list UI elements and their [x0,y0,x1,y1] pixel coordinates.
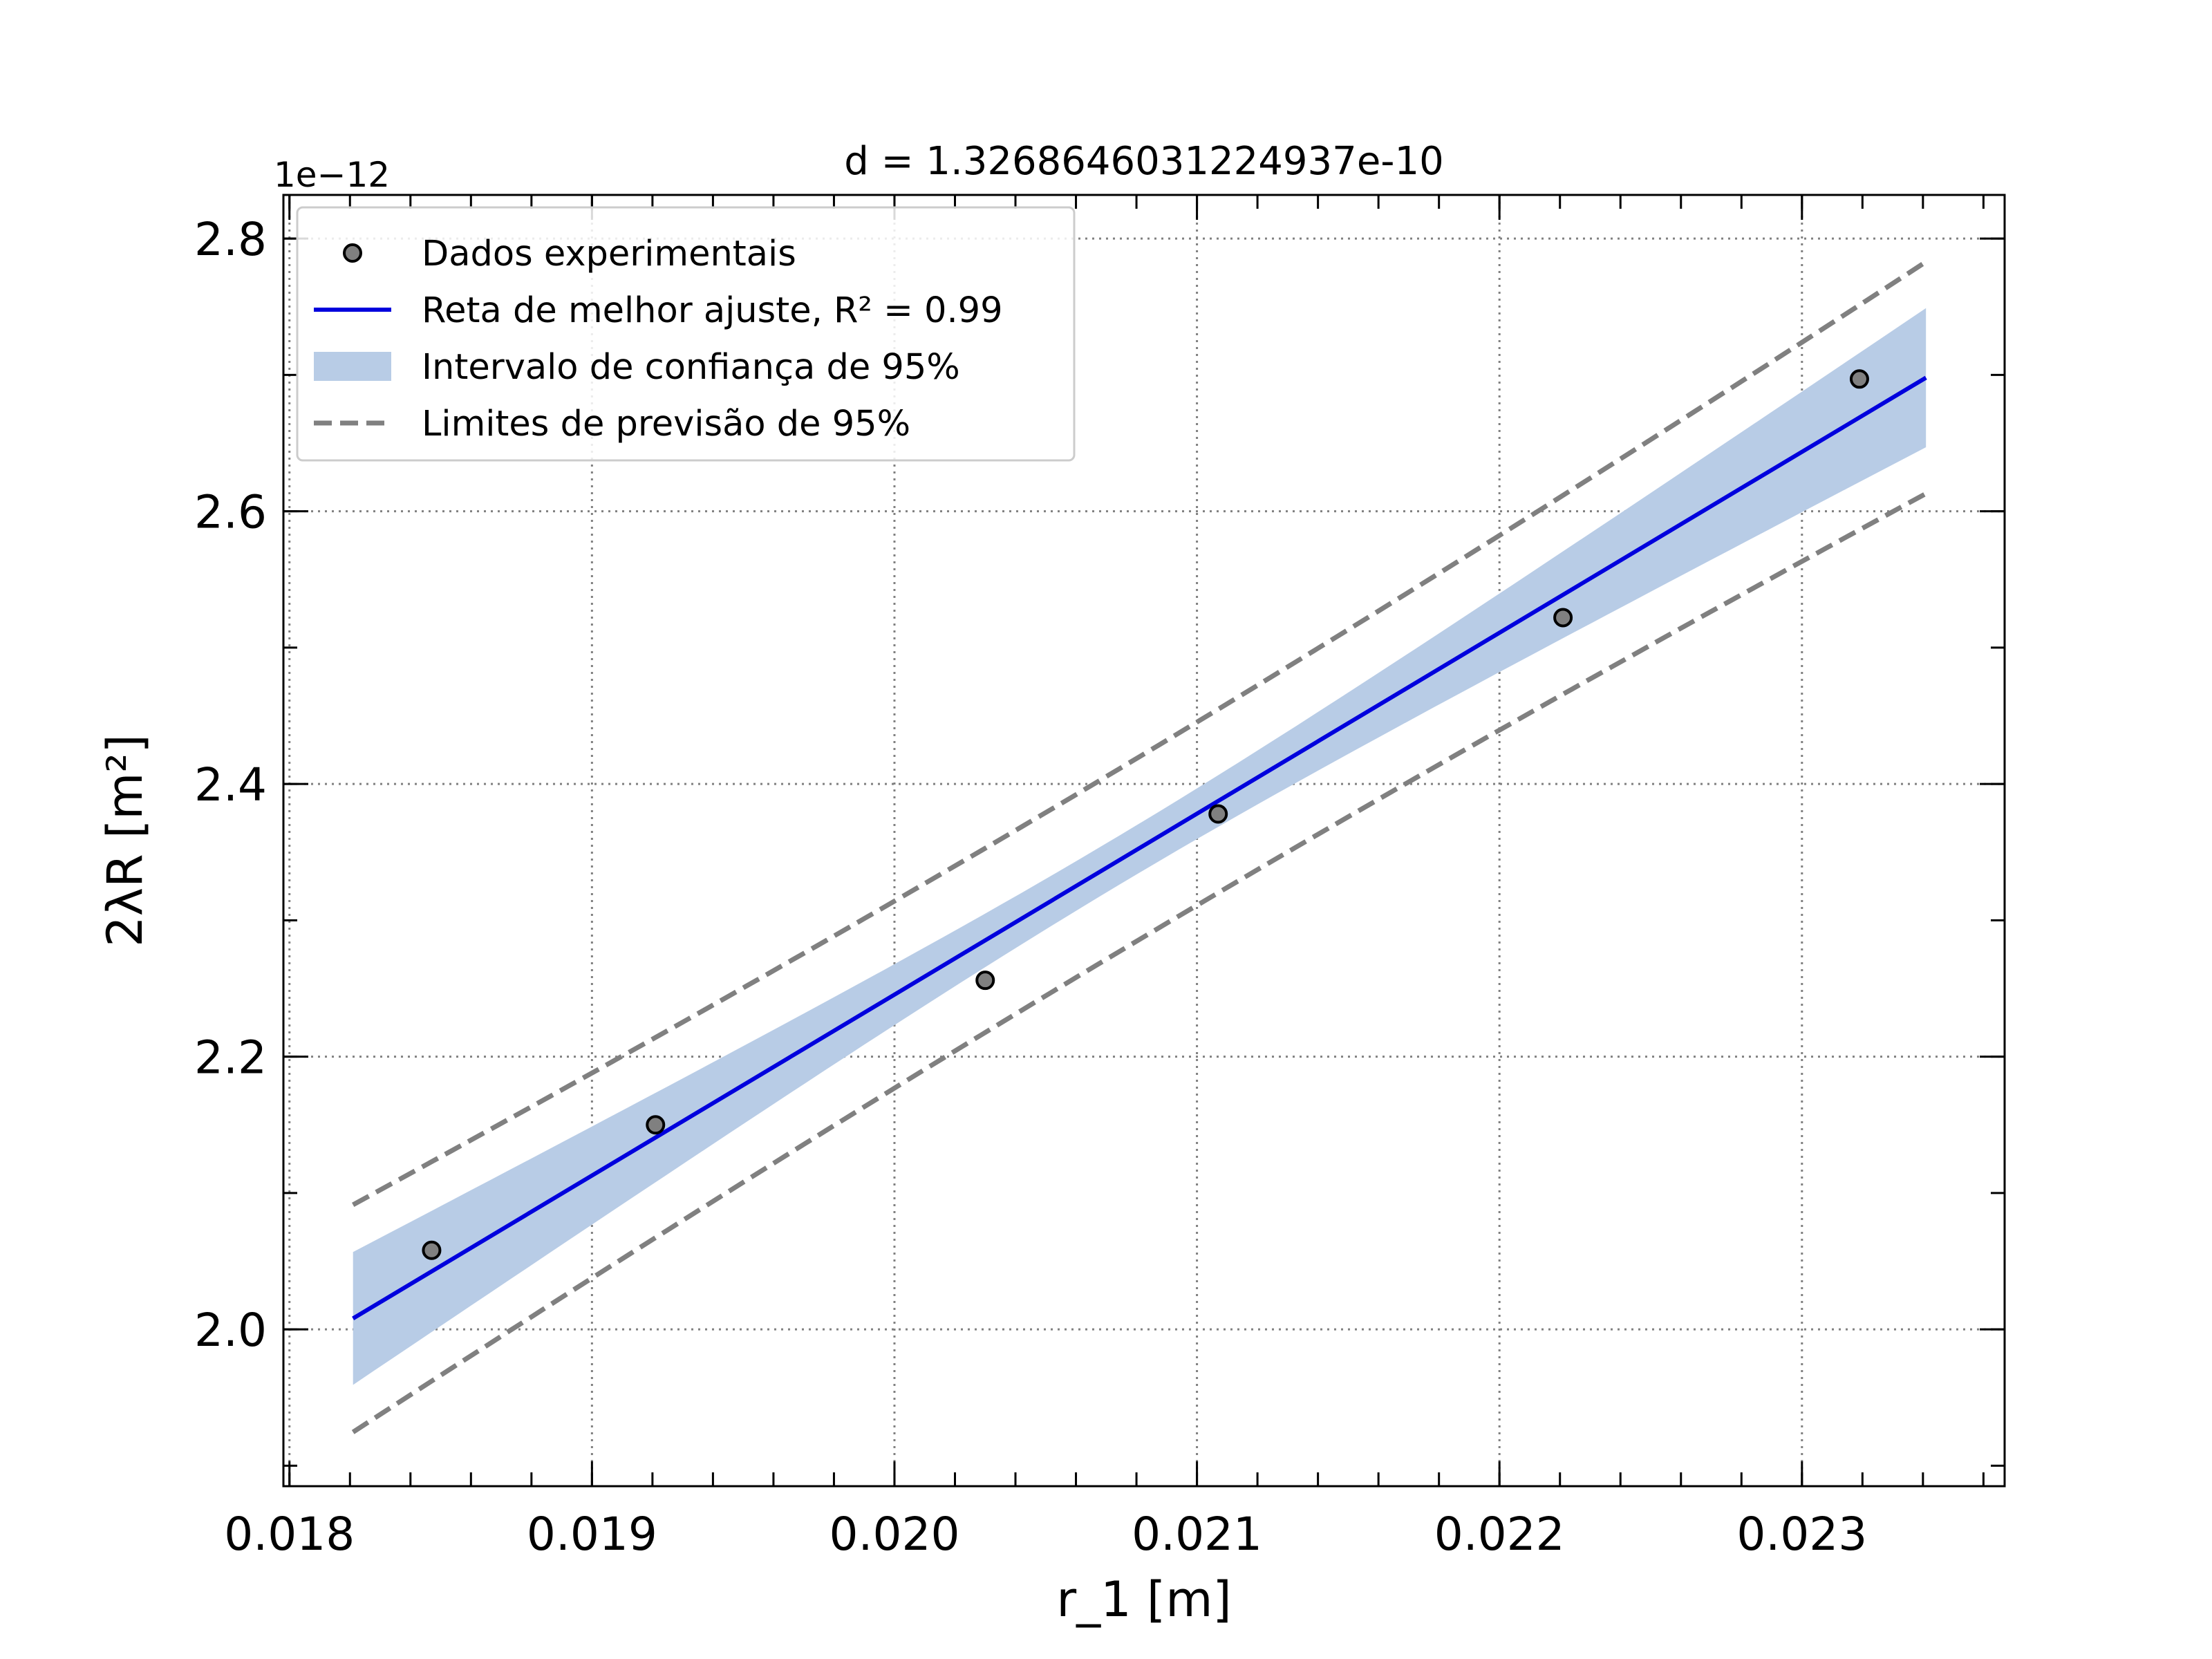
legend-point-marker [343,243,362,263]
x-tick-label: 0.019 [527,1508,657,1561]
ticks: 0.018 0.019 0.020 0.021 0.022 0.023 2.0 2.2 2.4 2… [194,195,2005,1561]
data-point [1553,608,1573,628]
y-tick-label: 2.2 [194,1031,267,1085]
y-tick-label: 2.6 [194,486,267,539]
x-tick-label: 0.022 [1434,1508,1565,1561]
prediction-limits-layer [351,259,1928,1434]
y-offset-text: 1e−12 [274,155,390,195]
data-point [1208,804,1228,824]
legend-label: Reta de melhor ajuste, R² = 0.99 [422,290,1003,331]
x-tick-label: 0.021 [1132,1508,1262,1561]
legend-label: Intervalo de confiança de 95% [422,347,960,388]
data-point [1849,369,1869,389]
data-points-layer [422,369,1869,1260]
data-point [422,1240,442,1260]
legend-box [296,206,1076,462]
x-tick-label: 0.018 [224,1508,355,1561]
legend: Dados experimentais Reta de melhor ajuste… [296,206,1076,462]
chart-title: d = 1.3268646031224937e-10 [844,139,1443,184]
upper-prediction-limit [352,259,1928,1207]
fit-line-layer [352,375,1927,1320]
lower-prediction-limit [351,491,1927,1434]
data-point [646,1115,666,1135]
x-tick-label: 0.020 [829,1508,959,1561]
y-tick-label: 2.8 [194,213,267,266]
legend-band-marker [314,352,391,381]
y-tick-label: 2.0 [194,1304,267,1357]
data-point [975,971,995,991]
plot-frame [282,194,2006,1488]
legend-label: Dados experimentais [422,234,796,274]
fit-line [352,375,1927,1320]
y-axis-label: 2λR [m²] [97,734,153,947]
x-tick-label: 0.023 [1736,1508,1867,1561]
legend-label: Limites de previsão de 95% [422,404,910,444]
x-axis-label: r_1 [m] [1056,1571,1231,1628]
y-tick-label: 2.4 [194,758,267,812]
